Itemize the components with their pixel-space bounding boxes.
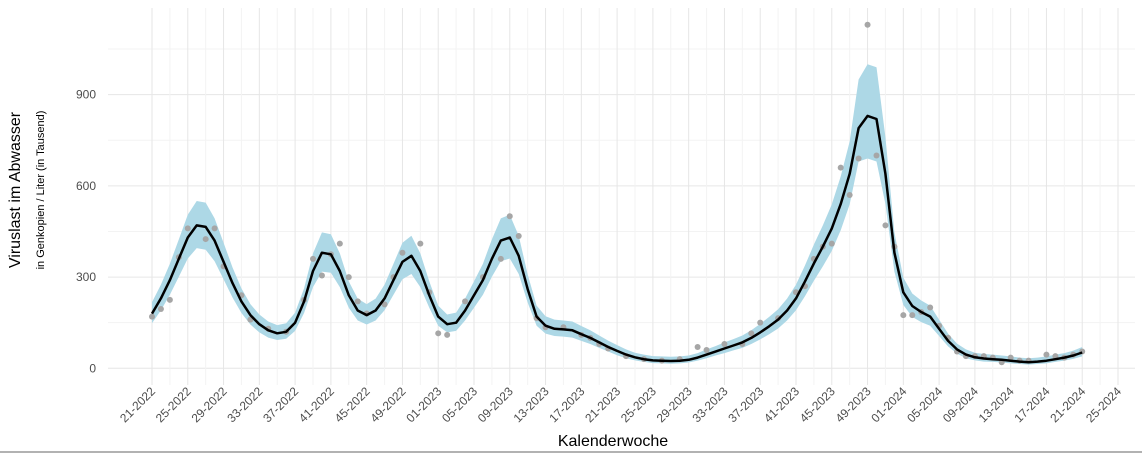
- data-point: [211, 225, 218, 232]
- data-point: [1007, 354, 1014, 361]
- data-point: [846, 191, 853, 198]
- data-point: [757, 319, 764, 326]
- data-point: [748, 330, 755, 337]
- confidence-band: [152, 64, 1083, 365]
- data-point: [515, 233, 522, 240]
- data-point: [310, 255, 316, 262]
- data-point: [882, 222, 889, 229]
- data-point: [694, 343, 701, 350]
- data-point: [1052, 353, 1059, 360]
- data-point: [336, 240, 343, 247]
- data-point: [417, 240, 424, 247]
- data-point: [318, 272, 325, 279]
- data-point: [873, 152, 880, 159]
- data-point: [202, 236, 209, 243]
- data-point: [828, 240, 835, 247]
- y-axis-subtitle: in Genkopien / Liter (in Tausend): [35, 111, 47, 270]
- y-tick-label: 900: [76, 88, 96, 102]
- data-point: [149, 313, 155, 320]
- data-point: [837, 164, 844, 171]
- data-point: [855, 155, 862, 162]
- data-point: [166, 296, 173, 303]
- x-axis-title: Kalenderwoche: [558, 433, 668, 450]
- data-point: [1043, 351, 1050, 358]
- data-point: [703, 347, 710, 354]
- data-point: [354, 298, 361, 305]
- grid: [108, 8, 1135, 385]
- data-point: [927, 304, 934, 311]
- data-point: [462, 298, 469, 305]
- data-point: [381, 301, 388, 308]
- y-tick-label: 300: [76, 270, 96, 284]
- data-point: [864, 21, 871, 28]
- data-point: [345, 274, 352, 281]
- data-point: [721, 340, 728, 347]
- data-point: [435, 330, 442, 337]
- data-point: [157, 305, 164, 312]
- y-axis-title: Viruslast im Abwasser: [7, 111, 24, 268]
- y-tick-label: 0: [89, 361, 96, 375]
- data-point: [909, 312, 916, 319]
- plot-area: [149, 21, 1086, 366]
- data-point: [184, 225, 191, 232]
- data-point: [497, 255, 504, 262]
- y-tick-label: 600: [76, 179, 96, 193]
- data-point: [900, 312, 907, 319]
- data-point: [399, 249, 406, 256]
- data-point: [506, 213, 513, 220]
- fit-line: [150, 114, 1083, 364]
- data-point: [444, 331, 451, 338]
